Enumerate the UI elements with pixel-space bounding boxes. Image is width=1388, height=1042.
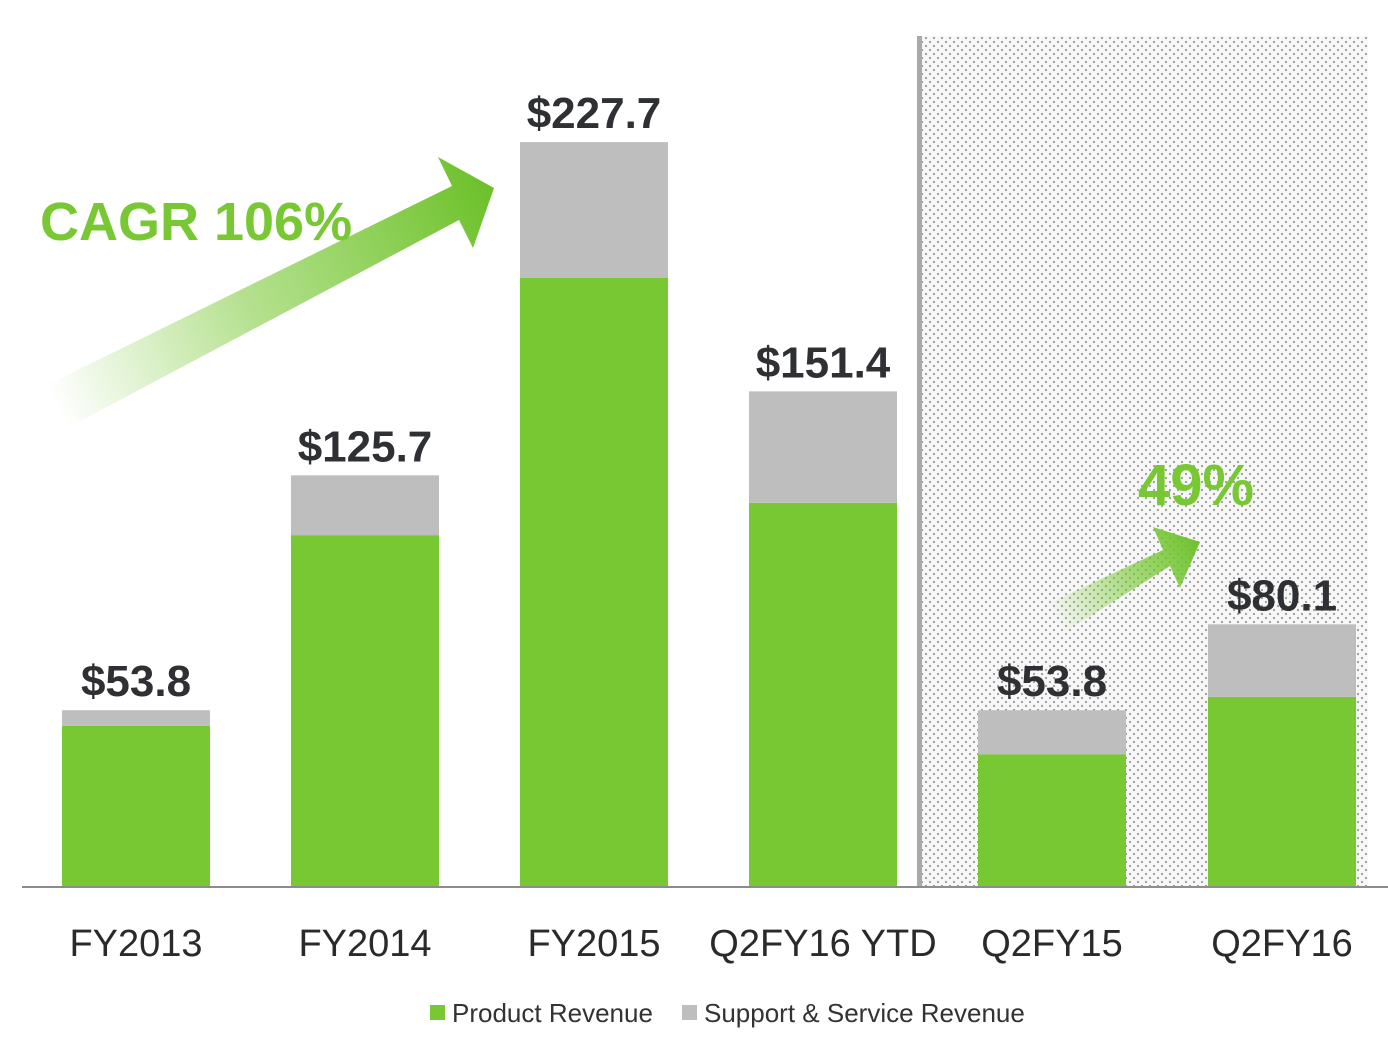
bar-q2fy16-ytd-product	[749, 502, 897, 886]
legend-swatch-product	[430, 1005, 445, 1020]
total-label-fy2013: $53.8	[81, 657, 191, 706]
legend-swatch-support	[682, 1005, 697, 1020]
bar-fy2014-product	[291, 535, 439, 886]
bar-fy2015-product	[520, 277, 668, 887]
legend: Product Revenue Support & Service Revenu…	[430, 998, 1025, 1028]
bar-q2fy16-ytd-support	[749, 391, 897, 503]
category-label-q2fy16-ytd: Q2FY16 YTD	[709, 923, 936, 965]
labels-layer: $53.8 FY2013 $125.7 FY2014 $227.7 FY2015 $151.…	[69, 89, 1352, 965]
cagr-arrow	[45, 157, 494, 426]
total-label-q2fy16-ytd: $151.4	[756, 338, 891, 387]
legend-label-product: Product Revenue	[452, 998, 653, 1028]
bar-fy2015-support	[520, 142, 668, 278]
bar-fy2013-support	[62, 710, 210, 726]
bar-q2fy15-product	[978, 754, 1126, 886]
total-label-fy2015: $227.7	[527, 89, 662, 138]
category-label-q2fy15: Q2FY15	[981, 923, 1123, 965]
total-label-fy2014: $125.7	[298, 422, 433, 471]
total-label-q2fy15: $53.8	[997, 657, 1107, 706]
growth-arrow	[1048, 527, 1200, 632]
bar-q2fy16-support	[1208, 624, 1356, 697]
bar-fy2013-product	[62, 725, 210, 886]
cagr-annotation: CAGR 106%	[40, 192, 352, 252]
legend-label-support: Support & Service Revenue	[704, 998, 1025, 1028]
bars-layer	[62, 142, 1356, 887]
bar-q2fy16-product	[1208, 696, 1356, 886]
category-label-fy2013: FY2013	[69, 923, 202, 965]
category-label-q2fy16: Q2FY16	[1211, 923, 1353, 965]
category-label-fy2015: FY2015	[527, 923, 660, 965]
category-label-fy2014: FY2014	[298, 923, 431, 965]
bar-q2fy15-support	[978, 710, 1126, 755]
total-label-q2fy16: $80.1	[1227, 571, 1337, 620]
growth-annotation: 49%	[1138, 453, 1254, 518]
highlight-divider	[917, 36, 922, 887]
bar-fy2014-support	[291, 475, 439, 536]
